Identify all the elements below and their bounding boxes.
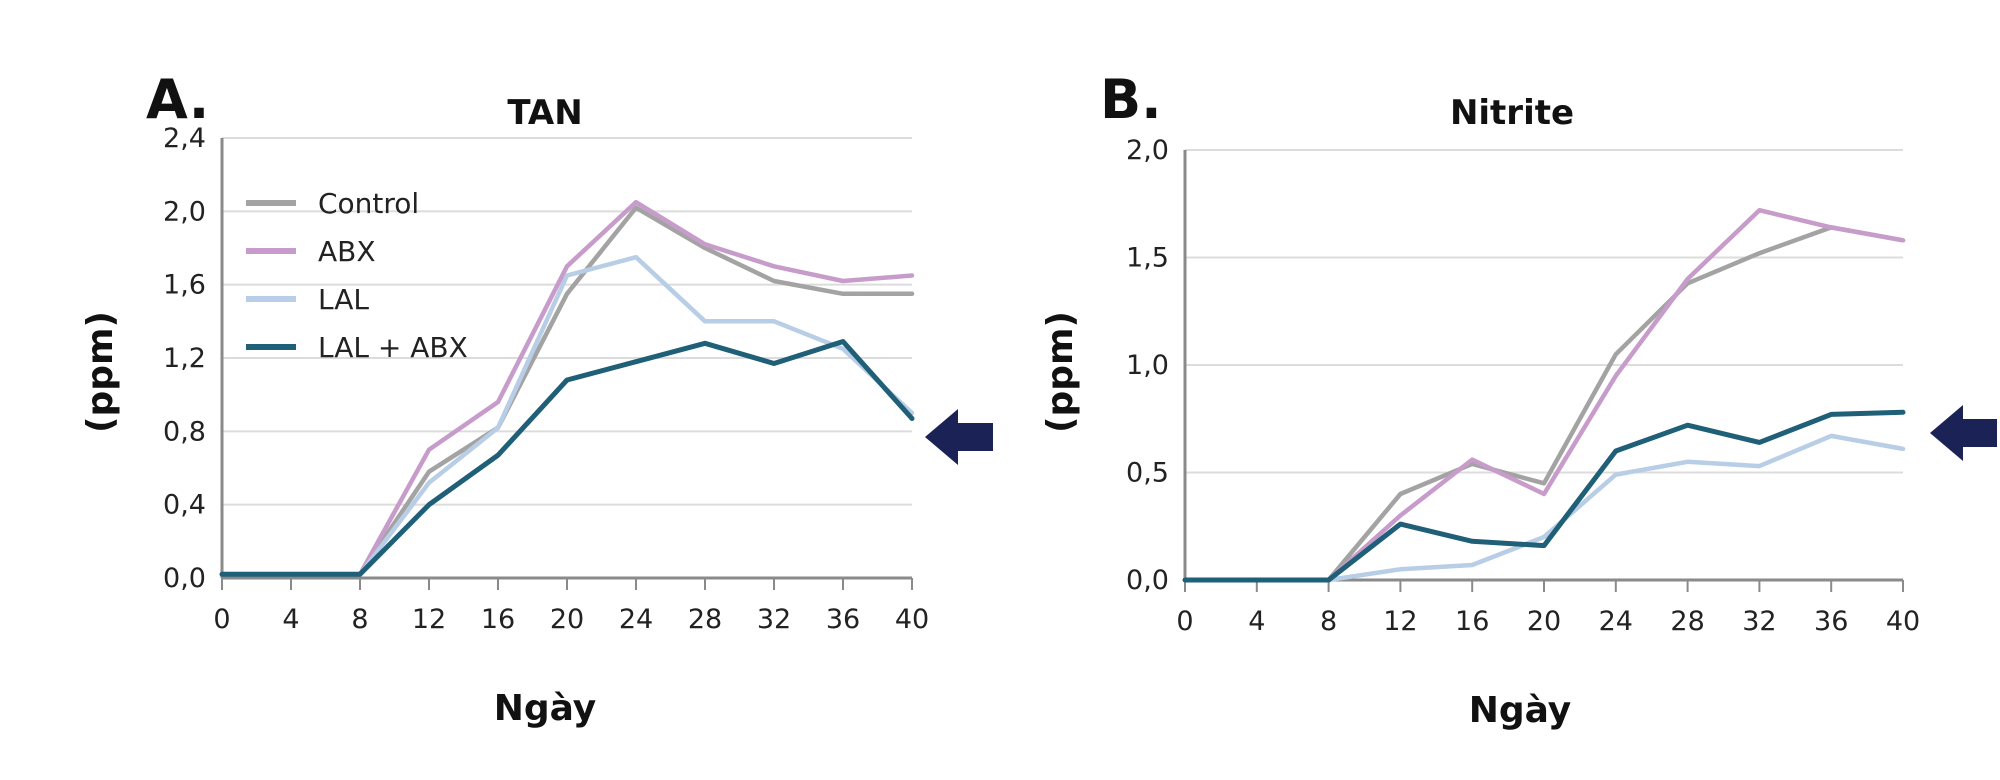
panel-a-series-lines (219, 199, 915, 577)
panel-a-y-tick-labels: 0,0 0,4 0,8 1,2 1,6 2,0 2,4 (163, 123, 206, 594)
panel-a-x-tick-label: 16 (481, 604, 515, 635)
panel-b-axes (1183, 150, 1904, 592)
panel-b-y-tick-label: 1,5 (1126, 243, 1169, 274)
panel-b-y-tick-label: 0,5 (1126, 458, 1169, 489)
panel-a-x-tick-label: 20 (550, 604, 584, 635)
panel-b-x-tick-label: 32 (1742, 606, 1776, 637)
panel-b-series-line-lal-abx (1182, 409, 1906, 583)
panel-a-x-tick-label: 28 (688, 604, 722, 635)
panel-a-gridlines (222, 137, 912, 506)
panel-a-legend-label: Control (318, 187, 419, 220)
panel-b-x-axis-title: Ngày (1469, 690, 1572, 731)
panel-b-x-tick-label: 28 (1670, 606, 1704, 637)
panel-a-y-axis-title: (ppm) (80, 311, 121, 433)
panel-b-series-line-control (1182, 225, 1906, 583)
panel-b-series-lines (1182, 207, 1906, 583)
panel-a-y-tick-label: 0,8 (163, 416, 206, 447)
panel-a-y-tick-label: 1,6 (163, 270, 206, 301)
panel-a-x-tick-label: 0 (213, 604, 230, 635)
panel-a-y-tick-label: 0,4 (163, 490, 206, 521)
panel-b-x-tick-labels: 0 4 8 12 16 20 24 28 32 36 40 (1176, 606, 1920, 637)
panel-a-x-tick-label: 36 (826, 604, 860, 635)
panel-a-tan-chart: A. TAN (ppm) Ngày 0,00,40,81,21,62,02,4 … (80, 68, 993, 729)
panel-a-x-tick-label: 32 (757, 604, 791, 635)
panel-a-y-tick-label: 2,0 (163, 196, 206, 227)
panel-b-y-tick-label: 1,0 (1126, 350, 1169, 381)
panel-b-nitrite-chart: B. Nitrite (ppm) Ngày 0,0 0,5 1,0 1,5 2,0 0 4… (1040, 68, 1997, 731)
panel-b-title: Nitrite (1450, 93, 1574, 133)
panel-a-y-tick-label: 1,2 (163, 343, 206, 374)
panel-b-y-tick-label: 0,0 (1126, 565, 1169, 596)
panel-b-x-tick-label: 36 (1814, 606, 1848, 637)
panel-a-axes (220, 138, 913, 590)
panel-b-x-tick-label: 4 (1248, 606, 1265, 637)
panel-b-x-tick-label: 20 (1527, 606, 1561, 637)
panel-a-x-tick-label: 8 (351, 604, 368, 635)
panel-a-legend-item-control: Control (246, 187, 419, 220)
panel-a-legend-item-abx: ABX (246, 235, 376, 268)
panel-a-y-tick-label: 2,4 (163, 123, 206, 154)
panel-a-legend-label: ABX (318, 235, 376, 268)
panel-b-x-tick-label: 16 (1455, 606, 1489, 637)
panel-b-y-axis-title: (ppm) (1040, 311, 1081, 433)
panel-a-x-tick-label: 12 (412, 604, 446, 635)
panel-b-y-tick-label: 2,0 (1126, 135, 1169, 166)
panel-a-x-tick-label: 4 (282, 604, 299, 635)
panel-a-x-tick-label: 40 (895, 604, 929, 635)
panel-b-x-tick-label: 8 (1320, 606, 1337, 637)
panel-a-y-tick-label: 0,0 (163, 563, 206, 594)
panel-b-gridlines (1185, 149, 1903, 474)
panel-a-legend: Control ABX LAL LAL + ABX (246, 187, 468, 364)
panel-b-y-tick-labels: 0,0 0,5 1,0 1,5 2,0 (1126, 135, 1169, 596)
panel-b-x-tick-label: 0 (1176, 606, 1193, 637)
panel-a-legend-item-lal: LAL (246, 283, 369, 316)
panel-a-x-axis-title: Ngày (494, 688, 597, 729)
panel-b-series-line-lal (1182, 433, 1906, 583)
panel-b-x-tick-label: 40 (1886, 606, 1920, 637)
panel-a-label: A. (146, 68, 209, 131)
panel-a-series-line-lal-abx (219, 339, 915, 577)
panel-a-legend-label: LAL + ABX (318, 331, 468, 364)
panel-b-x-tick-label: 24 (1599, 606, 1633, 637)
panel-a-x-tick-labels: 0 4 8 12 16 20 24 28 32 36 40 (213, 604, 929, 635)
panel-a-x-tick-label: 24 (619, 604, 653, 635)
panel-b-x-tick-label: 12 (1383, 606, 1417, 637)
panel-b-label: B. (1100, 68, 1162, 131)
panel-b-series-line-abx (1182, 207, 1906, 583)
panel-b-arrow-icon (1930, 405, 1997, 461)
panel-a-title: TAN (507, 93, 582, 133)
panel-a-arrow-icon (925, 409, 993, 465)
panel-a-legend-label: LAL (318, 283, 369, 316)
panel-a-legend-item-lal-abx: LAL + ABX (246, 331, 468, 364)
